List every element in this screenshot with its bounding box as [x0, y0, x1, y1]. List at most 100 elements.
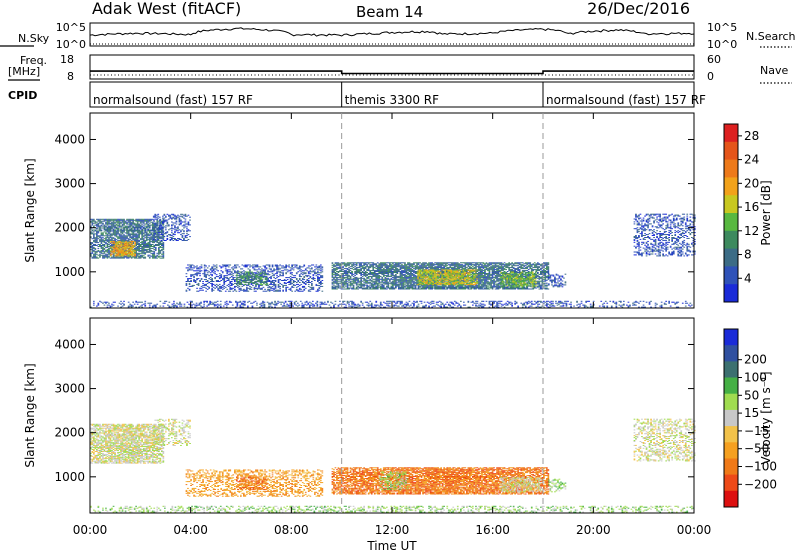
heatmap-cell [413, 264, 415, 266]
heatmap-cell [291, 285, 293, 287]
heatmap-cell [246, 272, 248, 274]
heatmap-cell [103, 229, 106, 231]
heatmap-cell [135, 224, 137, 226]
heatmap-cell [114, 229, 116, 231]
heatmap-cell [312, 275, 315, 277]
heatmap-cell [135, 218, 137, 220]
heatmap-cell [401, 264, 403, 266]
heatmap-cell [304, 268, 307, 270]
heatmap-cell [93, 247, 95, 249]
heatmap-cell [99, 219, 101, 221]
heatmap-cell [123, 242, 126, 244]
heatmap-cell [108, 250, 110, 252]
heatmap-cell [135, 247, 137, 249]
heatmap-cell [405, 265, 408, 267]
heatmap-cell [157, 217, 160, 219]
heatmap-cell [348, 284, 350, 286]
heatmap-cell [99, 241, 101, 243]
heatmap-cell [387, 270, 390, 272]
heatmap-cell [303, 265, 306, 267]
heatmap-cell [133, 249, 136, 251]
heatmap-cell [100, 246, 103, 247]
heatmap-cell [369, 272, 372, 273]
heatmap-cell [389, 280, 391, 282]
heatmap-cell [162, 223, 164, 225]
heatmap-cell [268, 264, 271, 266]
heatmap-cell [437, 269, 439, 271]
heatmap-cell [196, 279, 198, 281]
heatmap-cell [401, 262, 403, 264]
heatmap-cell [274, 285, 277, 287]
heatmap-cell [132, 218, 134, 220]
heatmap-cell [352, 284, 355, 286]
heatmap-cell [382, 282, 385, 284]
heatmap-cell [315, 268, 318, 270]
heatmap-cell [163, 220, 166, 222]
heatmap-cell [226, 272, 229, 274]
heatmap-cell [417, 268, 420, 270]
heatmap-cell [105, 243, 107, 245]
heatmap-cell [337, 276, 340, 278]
heatmap-cell [258, 277, 261, 279]
heatmap-cell [286, 282, 289, 283]
heatmap-cell [267, 271, 269, 273]
heatmap-cell [161, 237, 163, 239]
heatmap-cell [144, 245, 147, 246]
heatmap-cell [336, 264, 338, 266]
heatmap-cell [135, 223, 137, 225]
heatmap-cell [102, 247, 104, 249]
heatmap-cell [441, 265, 444, 267]
heatmap-cell [318, 289, 321, 291]
heatmap-cell [404, 273, 406, 275]
heatmap-cell [343, 277, 346, 279]
heatmap-cell [331, 278, 334, 280]
heatmap-cell [376, 286, 379, 288]
heatmap-cell [93, 246, 95, 248]
heatmap-cell [411, 285, 414, 287]
heatmap-cell [161, 238, 163, 240]
heatmap-cell [232, 268, 235, 270]
heatmap-cell [161, 257, 163, 259]
heatmap-cell [108, 231, 110, 233]
heatmap-cell [130, 228, 133, 230]
heatmap-cell [405, 269, 408, 271]
heatmap-cell [379, 266, 382, 268]
heatmap-cell [114, 227, 116, 229]
heatmap-cell [246, 290, 248, 292]
heatmap-cell [117, 254, 120, 256]
heatmap-cell [127, 219, 130, 221]
heatmap-cell [282, 275, 284, 277]
heatmap-cell [116, 241, 118, 243]
heatmap-cell [129, 249, 132, 251]
heatmap-cell [414, 285, 417, 287]
heatmap-cell [268, 283, 271, 285]
heatmap-cell [238, 279, 241, 281]
heatmap-cell [249, 274, 251, 276]
heatmap-cell [109, 226, 112, 228]
heatmap-cell [134, 255, 136, 257]
heatmap-cell [336, 280, 338, 282]
heatmap-cell [438, 286, 441, 288]
heatmap-cell [392, 265, 394, 267]
heatmap-cell [309, 286, 312, 288]
heatmap-cell [136, 248, 139, 250]
heatmap-cell [129, 221, 131, 223]
heatmap-cell [90, 220, 92, 222]
heatmap-cell [389, 269, 391, 271]
heatmap-cell [390, 281, 393, 283]
heatmap-cell [125, 252, 127, 254]
heatmap-cell [336, 281, 338, 283]
heatmap-cell [135, 227, 137, 229]
heatmap-cell [395, 284, 397, 286]
heatmap-cell [135, 248, 137, 250]
heatmap-cell [429, 263, 432, 265]
heatmap-cell [301, 290, 304, 292]
heatmap-cell [354, 276, 356, 278]
heatmap-cell [238, 288, 241, 290]
heatmap-cell [277, 267, 280, 269]
heatmap-cell [99, 246, 101, 247]
heatmap-cell [136, 243, 139, 245]
heatmap-cell [301, 286, 304, 288]
heatmap-cell [354, 264, 356, 266]
heatmap-cell [416, 276, 418, 278]
